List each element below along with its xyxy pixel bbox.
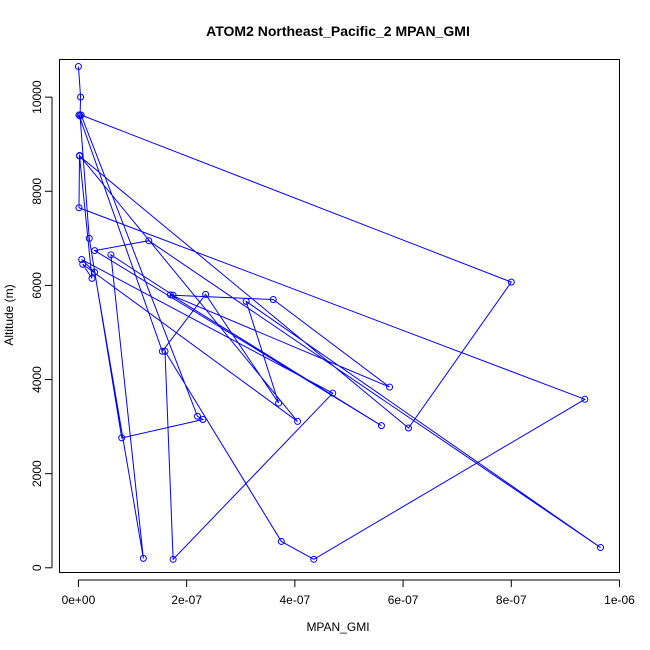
data-point (199, 416, 207, 424)
data-point (242, 297, 250, 305)
y-axis-label: Altitude (m) (2, 284, 16, 345)
data-point (75, 111, 83, 119)
data-point (79, 260, 87, 268)
data-point (277, 537, 285, 545)
x-tick-label: 8e-07 (496, 593, 527, 607)
data-point (581, 395, 589, 403)
data-point (85, 234, 93, 242)
data-point (75, 204, 83, 212)
data-point (76, 112, 84, 120)
y-tick-label: 2000 (30, 460, 44, 487)
data-point (269, 296, 277, 304)
chart-title: ATOM2 Northeast_Pacific_2 MPAN_GMI (206, 23, 470, 39)
x-axis-label: MPAN_GMI (306, 620, 369, 634)
data-point (202, 290, 210, 298)
plot-area-frame (59, 59, 620, 573)
data-point (507, 278, 515, 286)
x-tick-label: 2e-07 (171, 593, 202, 607)
x-tick-label: 1e-06 (604, 593, 635, 607)
data-point (139, 554, 147, 562)
data-point (77, 111, 85, 119)
data-point (169, 291, 177, 299)
data-point (145, 237, 153, 245)
data-point (78, 256, 86, 264)
data-point (329, 389, 337, 397)
data-point (118, 434, 126, 442)
series-line (77, 66, 601, 561)
data-point (74, 63, 82, 71)
x-tick-label: 4e-07 (280, 593, 311, 607)
y-axis: 0 2000 4000 6000 8000 10000 (30, 80, 53, 571)
data-point (275, 399, 283, 407)
x-tick-label: 0e+00 (62, 593, 96, 607)
data-point (169, 555, 177, 563)
y-tick-label: 10000 (30, 80, 44, 114)
y-tick-label: 8000 (30, 178, 44, 205)
x-axis: 0e+00 2e-07 4e-07 6e-07 8e-07 1e-06 (62, 579, 635, 607)
data-point (166, 291, 174, 299)
data-point (91, 247, 99, 255)
data-point (193, 412, 201, 420)
data-point (107, 251, 115, 259)
data-point (377, 422, 385, 430)
x-tick-label: 6e-07 (388, 593, 419, 607)
data-point (310, 555, 318, 563)
data-point (597, 544, 605, 552)
y-tick-label: 0 (30, 564, 44, 571)
data-point (91, 268, 99, 276)
data-point (404, 424, 412, 432)
y-tick-label: 6000 (30, 272, 44, 299)
data-point (386, 383, 394, 391)
data-point (76, 152, 84, 160)
data-point (158, 347, 166, 355)
data-point (294, 417, 302, 425)
y-tick-label: 4000 (30, 366, 44, 393)
data-point (77, 93, 85, 101)
series-group (74, 63, 605, 563)
data-point (88, 274, 96, 282)
data-point (161, 347, 169, 355)
